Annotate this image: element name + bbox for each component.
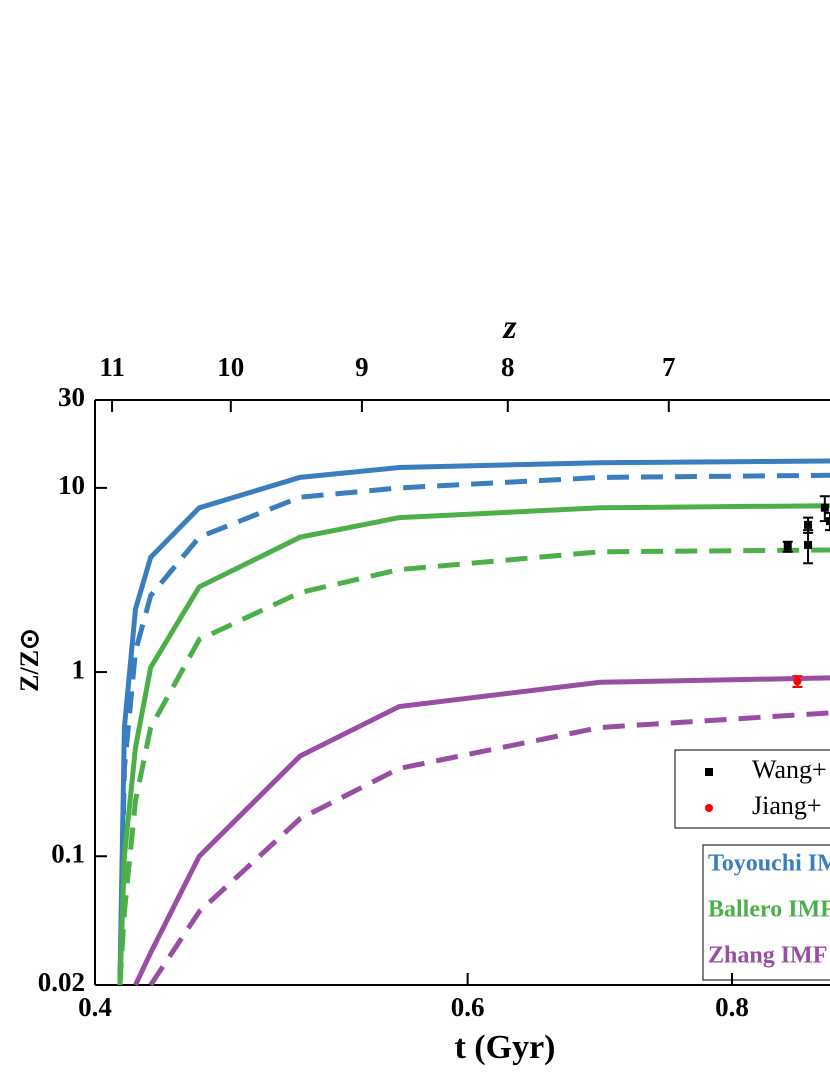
- y-tick-label: 0.1: [51, 838, 85, 868]
- x-axis-title: t (Gyr): [454, 1029, 555, 1066]
- curve-solid: [133, 675, 830, 987]
- y-axis-title: Z/Z⊙: [15, 628, 44, 692]
- legend-label: Ballero IMF: [708, 897, 830, 923]
- x2-axis-title: z: [502, 309, 517, 346]
- x2-tick-label: 7: [662, 352, 676, 382]
- legend-label: Zhang IMF: [708, 943, 827, 969]
- curve-solid: [117, 503, 830, 986]
- x-tick-label: 0.4: [78, 992, 112, 1022]
- y-tick-label: 0.02: [38, 967, 85, 997]
- x-tick-label: 0.8: [715, 992, 749, 1022]
- y-tick-label: 30: [58, 382, 85, 412]
- x2-tick-label: 10: [217, 352, 244, 382]
- point: [783, 542, 792, 551]
- y-tick-label: 10: [58, 470, 85, 500]
- y-tick-label: 1: [72, 654, 86, 684]
- point: [804, 520, 813, 529]
- legend-label: Toyouchi IMF: [708, 851, 830, 877]
- x2-tick-label: 9: [355, 352, 369, 382]
- x-tick-label: 0.6: [451, 992, 485, 1022]
- point: [820, 503, 829, 512]
- imf-legend-box: [702, 844, 830, 981]
- point: [793, 677, 802, 686]
- point: [826, 517, 830, 526]
- curve-dashed: [148, 710, 830, 987]
- point: [804, 540, 813, 549]
- curve-dashed: [117, 472, 830, 986]
- legend-marker: [705, 804, 713, 812]
- points-legend-box: [674, 749, 830, 829]
- legend-label: Wang+: [752, 755, 827, 784]
- curve-solid: [117, 458, 830, 986]
- legend-marker: [705, 768, 713, 776]
- legend-label: Jiang+: [752, 791, 822, 820]
- error-bar: [825, 512, 830, 532]
- x2-tick-label: 11: [99, 352, 125, 382]
- x2-tick-label: 8: [501, 352, 515, 382]
- curve-dashed: [117, 547, 830, 986]
